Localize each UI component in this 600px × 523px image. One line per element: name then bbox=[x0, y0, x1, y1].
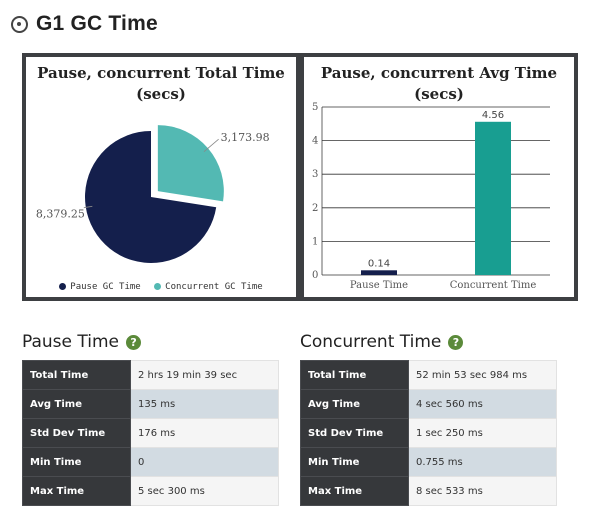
help-icon[interactable]: ? bbox=[126, 334, 142, 350]
pie-chart-title-line2: (secs) bbox=[136, 85, 186, 103]
y-tick-label: 2 bbox=[312, 203, 318, 214]
legend-item-pause[interactable]: Pause GC Time bbox=[59, 281, 141, 292]
pie-chart: 8,379.25 3,173.98 bbox=[36, 125, 270, 263]
row-label: Min Time bbox=[300, 447, 409, 477]
help-icon[interactable]: ? bbox=[448, 334, 464, 350]
table-row: Min Time 0.755 ms bbox=[300, 447, 557, 477]
row-label: Std Dev Time bbox=[22, 418, 131, 448]
y-tick-label: 1 bbox=[312, 236, 318, 247]
pie-leader-line-pause bbox=[83, 205, 93, 209]
bar-chart-title-line2: (secs) bbox=[414, 85, 464, 103]
pie-slice-concurrent[interactable] bbox=[157, 125, 224, 202]
pie-leader-line-concurrent bbox=[203, 138, 219, 152]
row-value: 135 ms bbox=[130, 389, 279, 419]
x-category-label: Pause Time bbox=[350, 280, 408, 291]
legend-item-concurrent[interactable]: Concurrent GC Time bbox=[154, 282, 263, 292]
row-label: Max Time bbox=[22, 476, 131, 506]
bar-chart-title: Pause, concurrent Avg Time (secs) bbox=[304, 63, 574, 105]
page-header: G1 GC Time bbox=[11, 12, 158, 36]
table-row: Std Dev Time 1 sec 250 ms bbox=[300, 418, 557, 448]
pie-chart-title-line1: Pause, concurrent Total Time bbox=[37, 64, 285, 82]
row-value: 1 sec 250 ms bbox=[408, 418, 557, 448]
concurrent-time-heading: Concurrent Time ? bbox=[300, 332, 464, 352]
table-row: Avg Time 135 ms bbox=[22, 389, 279, 419]
y-tick-label: 0 bbox=[312, 270, 318, 281]
row-value: 0 bbox=[130, 447, 279, 477]
row-value: 0.755 ms bbox=[408, 447, 557, 477]
pie-chart-panel: Pause, concurrent Total Time (secs) 8,37… bbox=[22, 53, 300, 301]
row-value: 8 sec 533 ms bbox=[408, 476, 557, 506]
pause-time-table: Total Time 2 hrs 19 min 39 sec Avg Time 13… bbox=[22, 360, 279, 506]
concurrent-time-table: Total Time 52 min 53 sec 984 ms Avg Time 4… bbox=[300, 360, 557, 506]
row-label: Max Time bbox=[300, 476, 409, 506]
page-title: G1 GC Time bbox=[36, 12, 158, 35]
row-label: Total Time bbox=[22, 360, 131, 390]
bar-chart-title-line1: Pause, concurrent Avg Time bbox=[320, 64, 558, 82]
row-value: 176 ms bbox=[130, 418, 279, 448]
row-value: 5 sec 300 ms bbox=[130, 476, 279, 506]
x-category-label: Concurrent Time bbox=[450, 280, 537, 291]
pie-slice-pause[interactable] bbox=[85, 131, 217, 263]
pie-chart-title: Pause, concurrent Total Time (secs) bbox=[26, 63, 296, 105]
table-row: Std Dev Time 176 ms bbox=[22, 418, 279, 448]
table-row: Max Time 8 sec 533 ms bbox=[300, 476, 557, 506]
table-row: Total Time 2 hrs 19 min 39 sec bbox=[22, 360, 279, 390]
y-tick-label: 3 bbox=[312, 169, 318, 180]
pause-time-heading: Pause Time ? bbox=[22, 332, 142, 352]
legend-label-concurrent: Concurrent GC Time bbox=[165, 281, 263, 292]
bar-concurrent-time[interactable] bbox=[475, 121, 511, 275]
compass-icon bbox=[11, 15, 28, 33]
row-label: Total Time bbox=[300, 360, 409, 390]
bar-value-label: 0.14 bbox=[368, 258, 390, 269]
row-value: 52 min 53 sec 984 ms bbox=[408, 360, 557, 390]
row-label: Avg Time bbox=[300, 389, 409, 419]
legend-dot-icon bbox=[59, 283, 67, 290]
legend-dot-icon bbox=[154, 283, 162, 290]
table-row: Min Time 0 bbox=[22, 447, 279, 477]
row-label: Avg Time bbox=[22, 389, 131, 419]
table-row: Total Time 52 min 53 sec 984 ms bbox=[300, 360, 557, 390]
pie-legend: Pause GC Time Concurrent GC Time bbox=[26, 282, 296, 294]
table-row: Max Time 5 sec 300 ms bbox=[22, 476, 279, 506]
pie-value-label-concurrent: 3,173.98 bbox=[221, 131, 270, 144]
bar-chart: 0 1 2 3 4 5 0.14 Pause Time 4.56 Concurrent Time bbox=[312, 102, 550, 291]
row-label: Std Dev Time bbox=[300, 418, 409, 448]
y-tick-label: 4 bbox=[312, 136, 318, 147]
row-value: 2 hrs 19 min 39 sec bbox=[130, 360, 279, 390]
bar-value-label: 4.56 bbox=[482, 110, 504, 121]
table-row: Avg Time 4 sec 560 ms bbox=[300, 389, 557, 419]
legend-label-pause: Pause GC Time bbox=[70, 281, 141, 292]
y-tick-label: 5 bbox=[312, 102, 318, 113]
concurrent-time-title: Concurrent Time bbox=[300, 332, 442, 352]
pause-time-title: Pause Time bbox=[22, 332, 120, 352]
pie-value-label-pause: 8,379.25 bbox=[36, 208, 85, 221]
row-value: 4 sec 560 ms bbox=[408, 389, 557, 419]
row-label: Min Time bbox=[22, 447, 131, 477]
bar-pause-time[interactable] bbox=[361, 270, 397, 275]
bar-chart-panel: Pause, concurrent Avg Time (secs) 0 1 2 3 4 5… bbox=[300, 53, 578, 301]
